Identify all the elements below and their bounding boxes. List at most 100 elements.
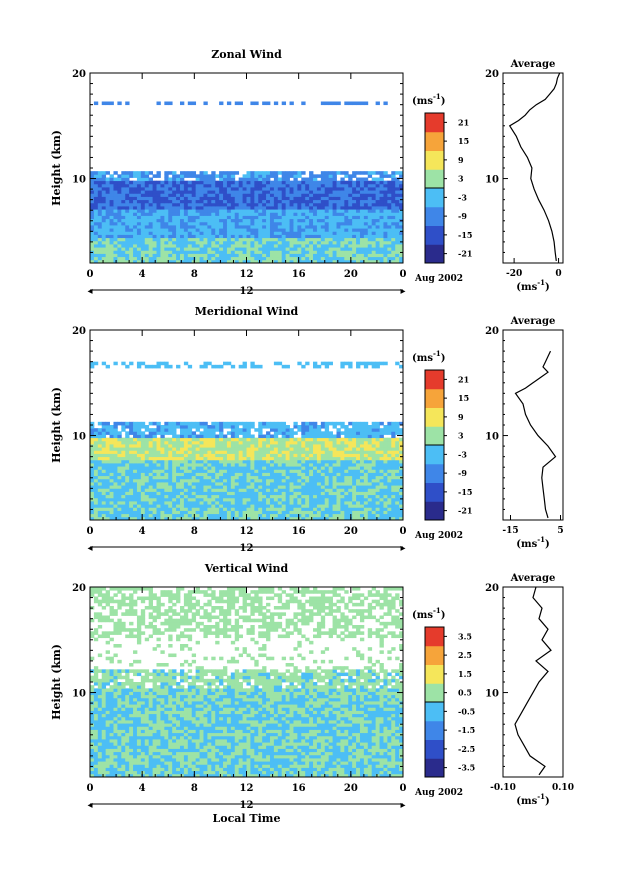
heatmap-cell xyxy=(172,494,177,499)
heatmap-cell xyxy=(164,488,169,492)
heatmap-cell xyxy=(352,199,357,204)
heatmap-cell xyxy=(281,171,287,175)
heatmap-cell xyxy=(328,256,333,261)
heatmap-cell xyxy=(254,491,259,496)
heatmap-cell xyxy=(152,190,157,194)
heatmap-cell xyxy=(371,187,377,191)
heatmap-cell xyxy=(125,497,130,502)
heatmap-cell xyxy=(375,240,380,245)
heatmap-cell xyxy=(246,183,251,188)
heatmap-cell xyxy=(273,244,279,248)
heatmap-cell xyxy=(324,101,330,106)
heatmap-cell xyxy=(254,488,259,492)
heatmap-cell xyxy=(234,488,240,492)
heatmap-cell xyxy=(156,237,161,242)
heatmap-cell xyxy=(129,444,134,448)
heatmap-cell xyxy=(121,206,126,210)
heatmap-cell xyxy=(246,469,251,473)
heatmap-cell xyxy=(219,177,224,182)
heatmap-cell xyxy=(179,171,185,175)
heatmap-cell xyxy=(332,450,337,454)
heatmap-cell xyxy=(269,234,275,239)
heatmap-cell xyxy=(383,478,388,483)
heatmap-cell xyxy=(242,228,247,232)
heatmap-cell xyxy=(172,193,177,197)
heatmap-cell xyxy=(226,491,232,496)
heatmap-cell xyxy=(176,463,181,467)
heatmap-cell xyxy=(183,218,189,223)
heatmap-cell xyxy=(332,421,337,426)
heatmap-cell xyxy=(348,491,353,496)
heatmap-cell xyxy=(164,475,169,480)
heatmap-cell xyxy=(277,459,283,464)
heatmap-cell xyxy=(211,450,216,454)
heatmap-cell xyxy=(101,488,107,492)
heatmap-cell xyxy=(215,253,220,258)
heatmap-cell xyxy=(277,450,283,454)
heatmap-cell xyxy=(399,180,404,185)
heatmap-cell xyxy=(313,469,318,473)
heatmap-cell xyxy=(230,469,236,473)
heatmap-cell xyxy=(383,206,388,210)
heatmap-cell xyxy=(399,231,404,235)
heatmap-cell xyxy=(109,187,114,191)
heatmap-cell xyxy=(391,180,396,185)
heatmap-cell xyxy=(332,478,337,483)
heatmap-cell xyxy=(348,212,353,216)
heatmap-cell xyxy=(172,171,177,175)
heatmap-cell xyxy=(379,494,384,499)
heatmap-cell xyxy=(395,259,400,264)
heatmap-cell xyxy=(356,421,361,426)
heatmap-cell xyxy=(395,190,400,194)
heatmap-cell xyxy=(176,256,181,261)
heatmap-cell xyxy=(168,478,173,483)
heatmap-cell xyxy=(305,221,310,226)
heatmap-cell xyxy=(230,513,236,518)
heatmap-cell xyxy=(207,174,212,178)
heatmap-cell xyxy=(90,183,95,188)
heatmap-cell xyxy=(129,491,134,496)
heatmap-cell xyxy=(340,215,345,220)
heatmap-cell xyxy=(320,440,326,445)
heatmap-cell xyxy=(191,491,197,496)
heatmap-cell xyxy=(117,497,122,502)
heatmap-cell xyxy=(316,501,322,505)
heatmap-cell xyxy=(313,510,318,515)
heatmap-cell xyxy=(207,456,212,461)
heatmap-cell xyxy=(399,196,404,201)
heatmap-cell xyxy=(336,180,341,185)
heatmap-cell xyxy=(164,221,169,226)
heatmap-cell xyxy=(289,187,294,191)
colorbar-segment xyxy=(425,244,444,264)
heatmap-cell xyxy=(250,469,255,473)
heatmap-cell xyxy=(391,187,396,191)
heatmap-cell xyxy=(363,250,369,254)
heatmap-cell xyxy=(117,218,122,223)
heatmap-cell xyxy=(133,237,138,242)
heatmap-cell xyxy=(101,475,107,480)
heatmap-cell xyxy=(293,253,298,258)
heatmap-cell xyxy=(324,428,330,432)
heatmap-cell xyxy=(375,513,380,518)
heatmap-cell xyxy=(387,209,392,213)
heatmap-cell xyxy=(176,250,181,254)
heatmap-cell xyxy=(340,231,345,235)
heatmap-cell xyxy=(285,472,290,477)
heatmap-cell xyxy=(281,437,287,442)
heatmap-cell xyxy=(363,215,369,220)
heatmap-cell xyxy=(371,497,377,502)
heatmap-cell xyxy=(348,215,353,220)
heatmap-cell xyxy=(207,501,212,505)
heatmap-cell xyxy=(305,180,310,185)
heatmap-cell xyxy=(156,485,161,489)
heatmap-cell xyxy=(391,507,396,511)
heatmap-cell xyxy=(387,504,392,508)
heatmap-cell xyxy=(320,510,326,515)
heatmap-cell xyxy=(356,434,361,439)
heatmap-cell xyxy=(168,472,173,477)
heatmap-cell xyxy=(207,475,212,480)
heatmap-cell xyxy=(215,237,220,242)
heatmap-cell xyxy=(133,209,138,213)
heatmap-cell xyxy=(324,421,330,426)
heatmap-cell xyxy=(160,516,165,521)
